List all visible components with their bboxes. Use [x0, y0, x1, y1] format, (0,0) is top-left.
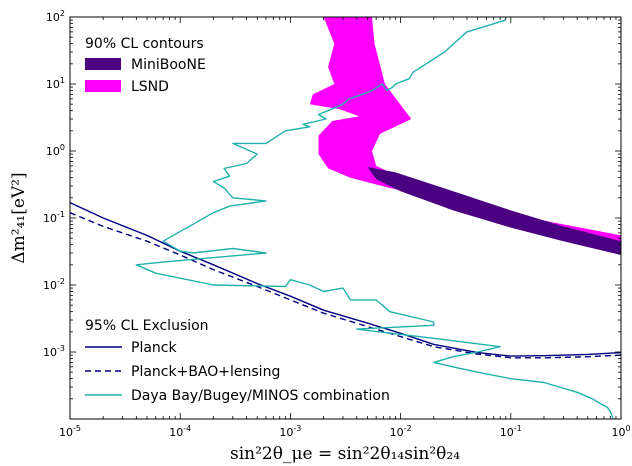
legend-label-lsnd: LSND: [131, 79, 169, 95]
series-daya-bay-bugey-minos-combination: [135, 19, 614, 419]
series-planck-bao-lensing: [70, 212, 621, 359]
legend-exclusion-title: 95% CL Exclusion: [85, 318, 209, 334]
tick-label: 100: [611, 424, 630, 439]
legend-swatch-miniboone: [85, 58, 121, 70]
tick-label: 10-5: [59, 424, 81, 439]
tick-layer: 10-5 10-4 10-3 10-2 10-1 100 10-3 10-2 10-1 100 10…: [43, 9, 631, 439]
region-lsnd: [309, 17, 621, 245]
legend-label-daya-bay: Daya Bay/Bugey/MINOS combination: [131, 388, 390, 404]
x-axis-title: sin²2θ_μe = sin²2θ₁₄sin²θ₂₄: [230, 444, 460, 464]
tick-label: 10-3: [279, 424, 301, 439]
legend-label-planck-bao-lensing: Planck+BAO+lensing: [131, 364, 280, 380]
series-planck: [70, 201, 621, 357]
tick-label: 10-3: [43, 344, 65, 359]
legend-contours-title: 90% CL contours: [85, 36, 204, 52]
tick-label: 10-2: [43, 277, 65, 292]
tick-label: 102: [46, 9, 65, 24]
tick-label: 10-1: [500, 424, 522, 439]
tick-label: 100: [46, 143, 65, 158]
legend-contours: 90% CL contours MiniBooNE LSND: [85, 36, 206, 95]
legend-swatch-lsnd: [85, 80, 121, 92]
tick-label: 101: [46, 76, 65, 91]
tick-label: 10-1: [43, 210, 65, 225]
plot-data-layer: [70, 17, 621, 419]
region-miniboone: [367, 166, 621, 255]
legend-exclusion: 95% CL Exclusion Planck Planck+BAO+lensi…: [85, 318, 390, 404]
legend-label-miniboone: MiniBooNE: [131, 57, 206, 73]
tick-label: 10-2: [390, 424, 412, 439]
tick-label: 10-4: [169, 424, 191, 439]
legend-label-planck: Planck: [131, 340, 177, 356]
y-axis-title: Δm²₄₁[eV²]: [9, 172, 29, 263]
